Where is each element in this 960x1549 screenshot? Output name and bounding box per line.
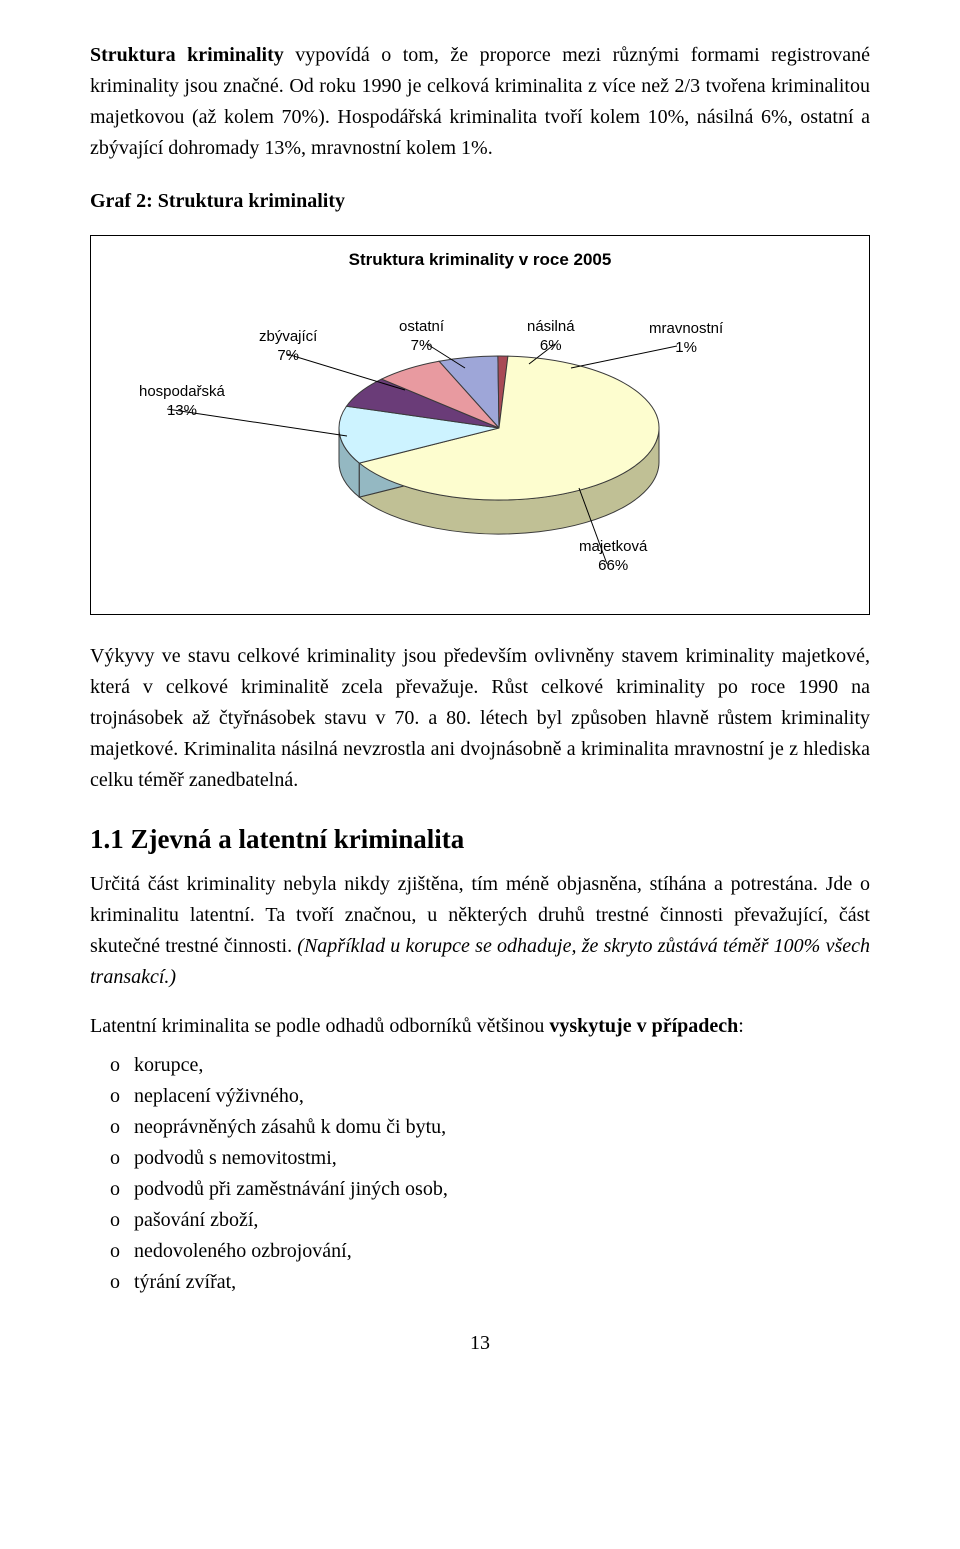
chart-heading: Graf 2: Struktura kriminality xyxy=(90,186,870,217)
list-item: týrání zvířat, xyxy=(90,1267,870,1298)
intro-lead: Struktura kriminality xyxy=(90,44,284,66)
cases-intro-c: : xyxy=(738,1015,744,1037)
cases-list: korupce,neplacení výživného,neoprávněnýc… xyxy=(90,1050,870,1298)
list-item: neoprávněných zásahů k domu či bytu, xyxy=(90,1112,870,1143)
pie-chart: násilná6% mravnostní1% majetková66% hospoda… xyxy=(109,278,851,598)
page-number: 13 xyxy=(90,1332,870,1355)
slice-label: násilná6% xyxy=(527,318,575,356)
slice-label: zbývající7% xyxy=(259,328,317,366)
chart-container: Struktura kriminality v roce 2005 násiln… xyxy=(90,235,870,615)
slice-label: majetková66% xyxy=(579,538,647,576)
paragraph-analysis: Výkyvy ve stavu celkové kriminality jsou… xyxy=(90,641,870,796)
paragraph-intro: Struktura kriminality vypovídá o tom, že… xyxy=(90,40,870,164)
list-item: nedovoleného ozbrojování, xyxy=(90,1236,870,1267)
section-heading: 1.1 Zjevná a latentní kriminalita xyxy=(90,824,870,855)
slice-label: ostatní7% xyxy=(399,318,444,356)
list-item: podvodů při zaměstnávání jiných osob, xyxy=(90,1174,870,1205)
cases-intro-a: Latentní kriminalita se podle odhadů odb… xyxy=(90,1015,549,1037)
list-item: neplacení výživného, xyxy=(90,1081,870,1112)
list-item: korupce, xyxy=(90,1050,870,1081)
cases-intro-b: vyskytuje v případech xyxy=(549,1015,738,1037)
page: Struktura kriminality vypovídá o tom, že… xyxy=(0,0,960,1385)
slice-label: hospodařská13% xyxy=(139,383,225,421)
list-item: pašování zboží, xyxy=(90,1205,870,1236)
slice-label: mravnostní1% xyxy=(649,320,723,358)
paragraph-cases-intro: Latentní kriminalita se podle odhadů odb… xyxy=(90,1011,870,1042)
list-item: podvodů s nemovitostmi, xyxy=(90,1143,870,1174)
paragraph-latent: Určitá část kriminality nebyla nikdy zji… xyxy=(90,869,870,993)
chart-title: Struktura kriminality v roce 2005 xyxy=(109,250,851,270)
